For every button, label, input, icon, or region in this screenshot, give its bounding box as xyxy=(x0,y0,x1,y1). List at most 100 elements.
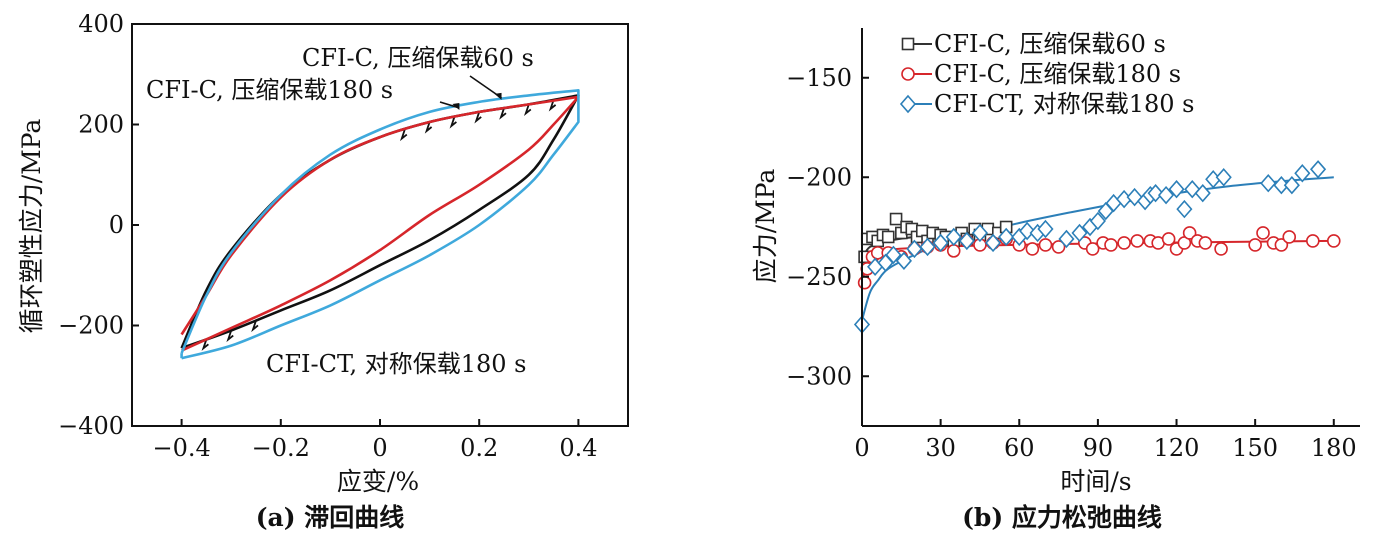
panel-b-point-circle xyxy=(1256,226,1270,240)
panel-a-relaxation-spike xyxy=(474,111,482,124)
panel-a-hysteresis-loop-3 xyxy=(180,89,580,360)
panel-b-legend-entry-3: CFI-CT, 对称保载180 s xyxy=(899,90,1194,118)
panel-b-x-axis-label: 时间/s xyxy=(1060,467,1131,496)
panel-b-legend-entry-1: CFI-C, 压缩保载60 s xyxy=(901,30,1166,58)
panel-b-caption: (b) 应力松弛曲线 xyxy=(962,503,1162,532)
panel-b-point-diamond xyxy=(1037,219,1054,239)
panel-b-legend-label: CFI-C, 压缩保载180 s xyxy=(934,60,1181,88)
panel-b-point-circle xyxy=(1117,236,1131,250)
panel-a-annotation-2: CFI-C, 压缩保载180 s xyxy=(146,76,393,104)
panel-b-x-tick-label: 30 xyxy=(925,434,956,462)
panel-a-relaxation-spike xyxy=(226,330,234,343)
panel-b-point-diamond xyxy=(998,227,1015,247)
panel-b-relaxation-chart: 0 30 60 90 120 150 180 −300 −250 −200 −150 CFI-C, … xyxy=(751,28,1360,532)
panel-b-axes xyxy=(861,28,1360,427)
panel-b-point-diamond xyxy=(919,237,936,257)
panel-a-x-tick-label: 0 xyxy=(372,434,387,462)
panel-a-relaxation-spike xyxy=(523,104,532,117)
panel-a-x-tick-label: −0.4 xyxy=(152,434,210,462)
panel-a-ticks: −0.4 −0.2 0 0.2 0.4 −400 −200 0 200 400 xyxy=(58,10,597,462)
panel-a-relaxation-spike xyxy=(499,107,507,120)
panel-b-point-circle xyxy=(1130,234,1145,248)
panel-b-x-tick-label: 180 xyxy=(1311,434,1357,462)
panel-a-x-tick-label: 0.2 xyxy=(460,434,498,462)
panel-b-point-circle xyxy=(1182,226,1197,240)
panel-a-x-tick-label: 0.4 xyxy=(559,434,597,462)
panel-b-point-circle xyxy=(1326,234,1341,248)
panel-b-legend-entry-2: CFI-C, 压缩保载180 s xyxy=(901,60,1181,88)
panel-a-y-axis-label: 循环塑性应力/MPa xyxy=(17,119,46,334)
panel-b-y-axis-label: 应力/MPa xyxy=(751,169,780,284)
panel-b-point-circle xyxy=(1248,238,1262,252)
panel-b-y-tick-label: −300 xyxy=(786,362,852,390)
panel-b-point-diamond xyxy=(895,251,913,271)
panel-a-x-axis-label: 应变/% xyxy=(337,467,419,496)
panel-b-point-diamond xyxy=(1283,175,1300,195)
panel-b-legend-label: CFI-C, 压缩保载60 s xyxy=(934,30,1166,58)
panel-a-hysteresis-chart: −0.4 −0.2 0 0.2 0.4 −400 −200 0 200 400 CFI-C, 压缩… xyxy=(17,10,629,532)
panel-a-annotation-3: CFI-CT, 对称保载180 s xyxy=(266,350,526,378)
panel-a-y-tick-label: −400 xyxy=(58,412,124,440)
panel-b-point-diamond xyxy=(945,227,962,247)
panel-b-point-diamond xyxy=(1309,160,1327,179)
panel-b-point-diamond xyxy=(1019,221,1036,241)
panel-a-annotation-arrowhead xyxy=(452,102,460,110)
panel-b-point-circle xyxy=(1282,230,1297,244)
panel-b-point-diamond xyxy=(984,233,1002,253)
panel-b-point-diamond xyxy=(1260,174,1277,193)
panel-b-point-circle xyxy=(1161,232,1176,246)
panel-b-point-diamond xyxy=(906,239,923,259)
panel-a-relaxation-spike xyxy=(424,121,433,134)
panel-b-point-circle xyxy=(1104,238,1118,252)
panel-b-legend-marker xyxy=(901,37,915,51)
panel-b-point-square xyxy=(881,230,895,244)
panel-a-y-tick-label: 200 xyxy=(78,111,124,139)
panel-b-legend-label: CFI-CT, 对称保载180 s xyxy=(934,90,1194,118)
panel-b-x-tick-label: 120 xyxy=(1154,434,1200,462)
panel-b-point-circle xyxy=(1274,238,1289,252)
panel-b-point-diamond xyxy=(1058,229,1075,249)
panel-b-point-diamond xyxy=(1071,223,1088,243)
panel-b-point-diamond xyxy=(932,233,949,253)
panel-b-point-diamond xyxy=(1126,187,1143,207)
panel-a-relaxation-spike xyxy=(201,339,209,351)
panel-b-point-diamond xyxy=(1157,185,1175,205)
panel-a-relaxation-spike xyxy=(548,99,557,112)
panel-a-y-tick-label: 400 xyxy=(78,10,124,38)
panel-a-relaxation-spike xyxy=(449,116,457,129)
panel-b-point-circle xyxy=(857,275,872,290)
panel-b-point-diamond xyxy=(958,231,975,251)
panel-a-hysteresis-loop-2 xyxy=(180,95,580,352)
panel-b-y-tick-label: −250 xyxy=(786,263,852,291)
panel-b-y-tick-label: −150 xyxy=(786,64,852,92)
panel-b-x-tick-label: 0 xyxy=(854,434,869,462)
panel-b-point-diamond xyxy=(1194,183,1211,203)
panel-b-y-tick-label: −200 xyxy=(786,163,852,191)
panel-a-y-tick-label: −200 xyxy=(58,312,124,340)
panel-b-x-tick-label: 60 xyxy=(1004,434,1035,462)
panel-b-point-square xyxy=(889,212,903,226)
panel-b-point-diamond xyxy=(1176,199,1193,219)
panel-a-relaxation-spike xyxy=(399,129,408,142)
panel-b-point-circle xyxy=(1306,234,1320,248)
panel-b-point-circle xyxy=(1198,236,1213,250)
panel-b-point-diamond xyxy=(1273,175,1290,195)
panel-b-point-diamond xyxy=(1168,179,1185,199)
panel-b-point-circle xyxy=(1038,238,1053,252)
panel-b-x-tick-label: 90 xyxy=(1083,434,1114,462)
panel-a-annotation-1: CFI-C, 压缩保载60 s xyxy=(302,44,534,72)
panel-a-relaxation-spike xyxy=(251,320,259,333)
panel-a-series-layer xyxy=(180,89,580,360)
panel-b-x-tick-label: 150 xyxy=(1232,434,1278,462)
panel-b-point-diamond xyxy=(1294,164,1311,183)
panel-b-point-diamond xyxy=(971,223,989,243)
panel-b-point-circle xyxy=(1025,242,1040,256)
panel-a-annotations: CFI-C, 压缩保载60 s CFI-C, 压缩保载180 s CFI-CT, 对… xyxy=(146,44,534,378)
panel-a-x-tick-label: −0.2 xyxy=(252,434,310,462)
panel-b-point-diamond xyxy=(1147,183,1164,203)
panel-b-legend-marker xyxy=(901,67,915,81)
panel-a-annotation-arrowhead xyxy=(494,92,502,100)
panel-b-legend-marker xyxy=(899,94,917,114)
